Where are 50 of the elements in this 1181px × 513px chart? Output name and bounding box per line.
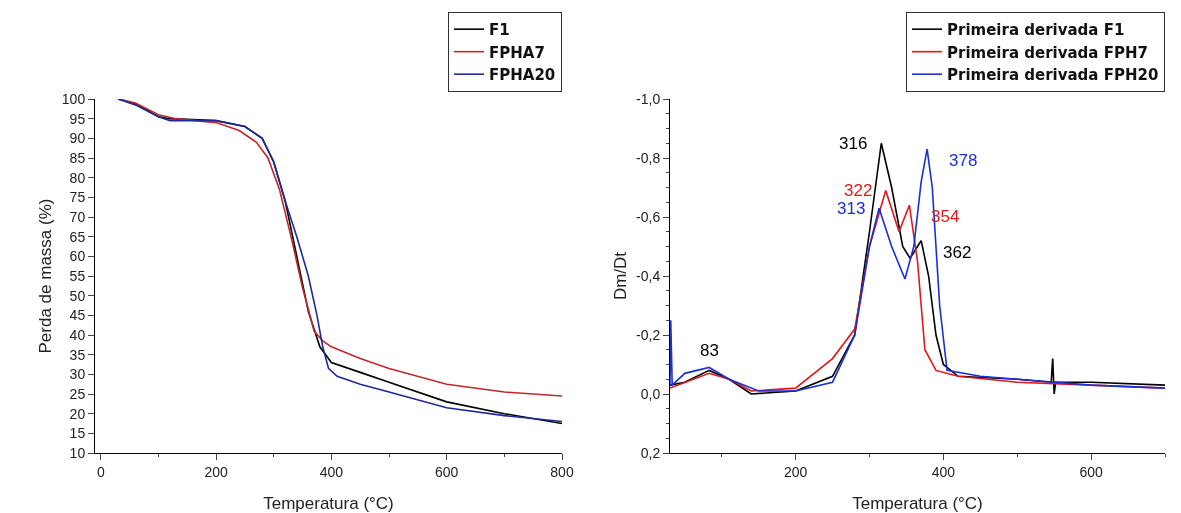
- y-tick-label: -1,0: [636, 90, 661, 107]
- y-tick-label: 60: [69, 248, 86, 265]
- y-axis-title: Dm/Dt: [611, 251, 630, 301]
- y-tick-label: -0,4: [636, 267, 661, 284]
- y-tick-label: 35: [69, 346, 86, 363]
- y-tick-label: 55: [69, 267, 86, 284]
- legend-label: F1: [489, 21, 510, 40]
- y-tick-label: 95: [69, 110, 86, 127]
- y-tick-label: 30: [69, 366, 86, 383]
- y-tick-label: 0,2: [640, 444, 661, 461]
- annotation: 322: [844, 181, 873, 200]
- legend-label: Primeira derivada F1: [947, 21, 1125, 40]
- y-tick-label: 65: [69, 228, 86, 245]
- y-tick-label: -0,6: [636, 208, 661, 225]
- legend-label: Primeira derivada FPH7: [947, 43, 1148, 62]
- y-tick-label: 25: [69, 385, 86, 402]
- x-tick-label: 200: [204, 463, 228, 480]
- annotation: 316: [839, 134, 868, 153]
- y-tick-label: 75: [69, 189, 86, 206]
- annotation: 378: [949, 151, 978, 170]
- y-tick-label: 45: [69, 307, 86, 324]
- legend-label: Primeira derivada FPH20: [947, 66, 1159, 85]
- x-tick-label: 800: [550, 463, 574, 480]
- y-axis-title: Perda de massa (%): [36, 198, 55, 354]
- x-tick-label: 600: [1079, 463, 1104, 480]
- x-axis-title: Temperatura (°C): [852, 494, 983, 513]
- y-tick-label: 10: [69, 444, 86, 461]
- x-axis-title: Temperatura (°C): [263, 494, 394, 513]
- annotation: 83: [700, 341, 719, 360]
- x-tick-label: 400: [931, 463, 956, 480]
- x-tick-label: 0: [96, 463, 105, 480]
- y-tick-label: -0,8: [636, 149, 661, 166]
- y-tick-label: -0,2: [636, 326, 661, 343]
- x-tick-label: 400: [319, 463, 344, 480]
- y-tick-label: 15: [69, 425, 86, 442]
- y-tick-label: 40: [69, 326, 86, 343]
- legend-label: FPHA7: [489, 43, 545, 62]
- y-tick-label: 100: [61, 90, 86, 107]
- y-tick-label: 70: [69, 208, 86, 225]
- y-tick-label: 50: [69, 287, 86, 304]
- y-tick-label: 85: [69, 149, 86, 166]
- annotation: 313: [837, 199, 866, 218]
- y-tick-label: 20: [69, 405, 86, 422]
- x-tick-label: 600: [435, 463, 459, 480]
- annotation: 362: [943, 243, 972, 262]
- y-tick-label: 0,0: [640, 385, 661, 402]
- legend-label: FPHA20: [489, 66, 556, 85]
- y-tick-label: 80: [69, 169, 86, 186]
- x-tick-label: 200: [783, 463, 808, 480]
- y-tick-label: 90: [69, 130, 86, 147]
